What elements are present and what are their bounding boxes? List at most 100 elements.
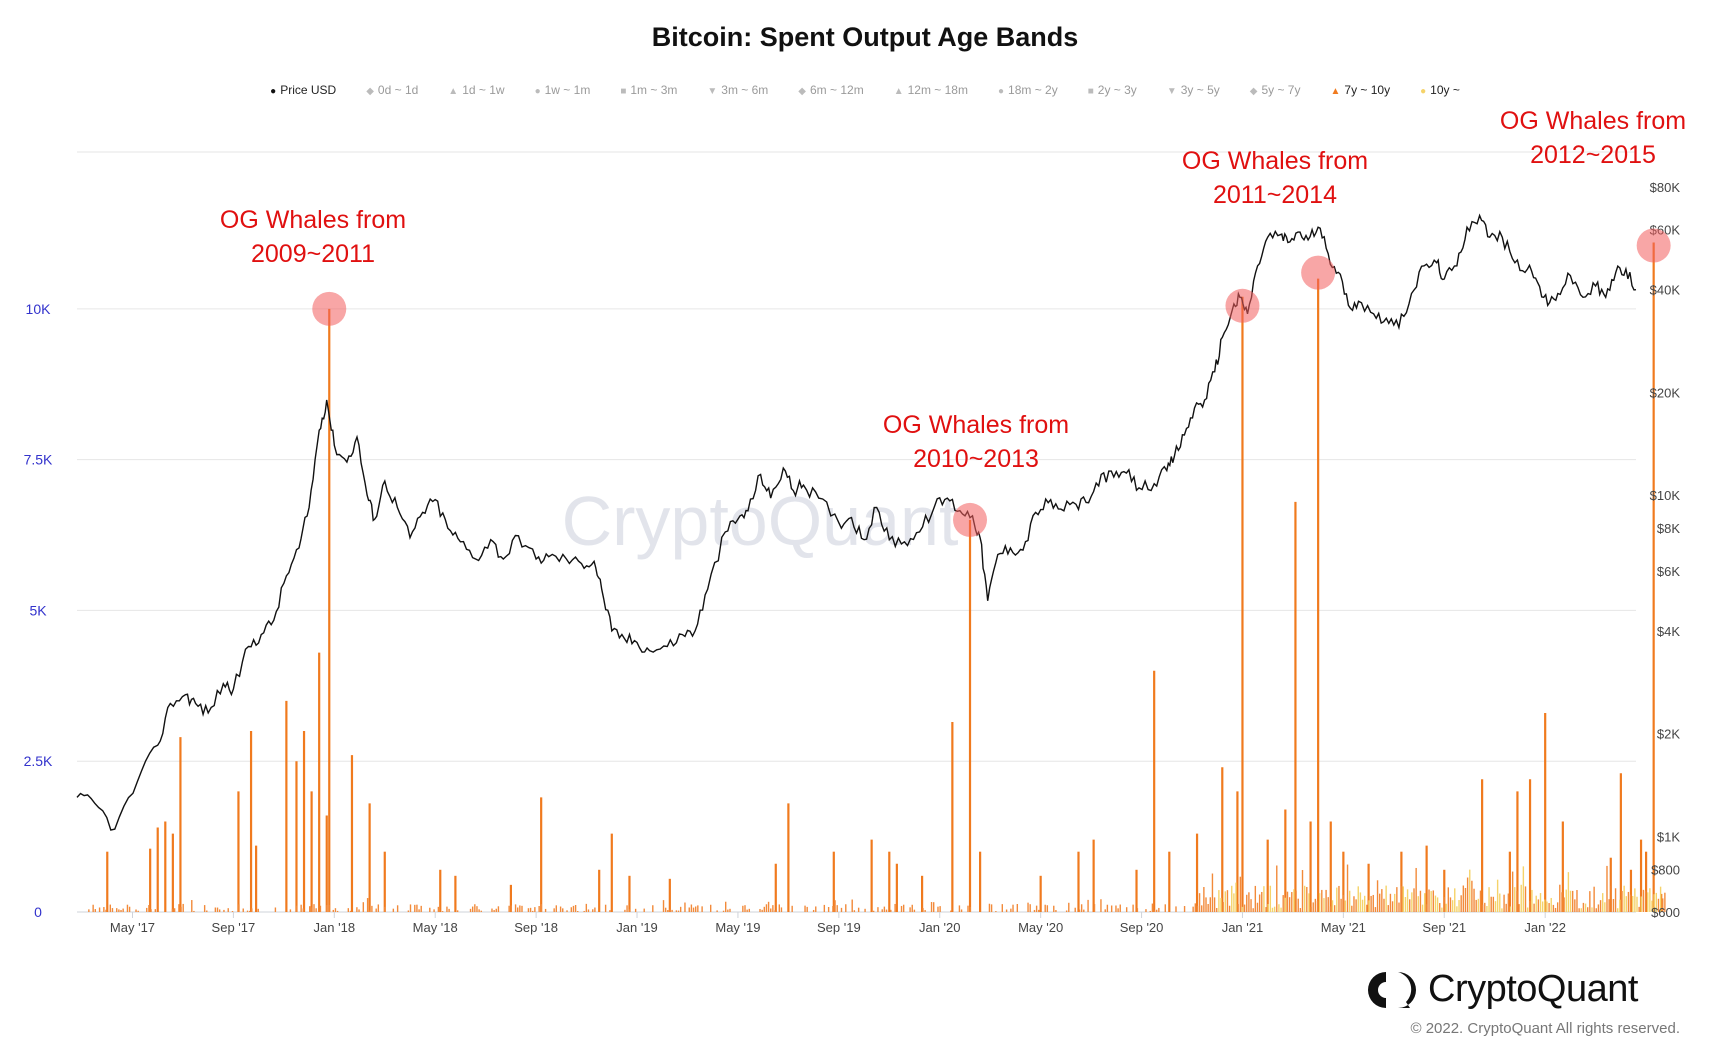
annotation-line2: 2010~2013 [913,445,1039,473]
legend-item[interactable]: ■ 1m ~ 3m [605,83,692,97]
legend-item[interactable]: ● 10y ~ [1405,83,1475,97]
price-usd-line [76,213,1637,831]
brand-name: CryptoQuant [1428,968,1638,1010]
y-left-tick-label: 2.5K [24,753,53,769]
annotation-circle [1301,255,1336,290]
x-tick-label: Sep '21 [1422,920,1466,935]
annotation-2009-2011: OG Whales from 2009~2011 [183,203,443,271]
x-tick-label: Sep '18 [514,920,558,935]
y-axis-right: $600$800$1K$2K$4K$6K$8K$10K$20K$40K$60K$… [1650,180,1681,920]
legend-item[interactable]: ■ 2y ~ 3y [1073,83,1152,97]
x-tick-label: May '18 [413,920,458,935]
legend-marker-icon: ▲ [448,86,459,97]
legend-label: 3m ~ 6m [721,83,769,97]
annotation-circle [312,291,347,326]
x-tick-label: Jan '18 [314,920,356,935]
legend-marker-icon: ◆ [366,86,374,97]
y-right-tick-label: $80K [1650,180,1681,195]
x-tick-label: Sep '17 [212,920,256,935]
chart-title: Bitcoin: Spent Output Age Bands [651,22,1079,52]
legend-marker-icon: ● [1420,86,1427,97]
y-right-tick-label: $2K [1657,727,1680,742]
legend-marker-icon: ■ [1087,86,1094,97]
legend-label: 10y ~ [1430,83,1460,97]
x-tick-label: Sep '20 [1120,920,1164,935]
y-right-tick-label: $800 [1651,862,1680,877]
y-right-tick-label: $8K [1657,521,1680,536]
legend-item[interactable]: ● 18m ~ 2y [983,83,1073,97]
annotation-2011-2014: OG Whales from 2011~2014 [1145,144,1405,212]
x-tick-label: May '21 [1321,920,1366,935]
legend-marker-icon: ● [534,86,541,97]
legend-marker-icon: ▲ [1330,86,1341,97]
series-7y-10y [106,242,1663,912]
copyright-text: © 2022. CryptoQuant All rights reserved. [1410,1020,1680,1037]
legend: ● Price USD ◆ 0d ~ 1d ▲ 1d ~ 1w ● 1w ~ 1m ■ 1m ~ … [0,83,1730,97]
legend-label: 1d ~ 1w [462,83,505,97]
legend-item[interactable]: ◆ 5y ~ 7y [1235,83,1316,97]
legend-marker-icon: ▲ [893,86,904,97]
legend-marker-icon: ◆ [1249,86,1258,97]
annotation-line2: 2009~2011 [251,240,375,268]
annotation-line2: 2011~2014 [1213,181,1337,209]
y-right-tick-label: $40K [1650,283,1681,298]
annotation-line1: OG Whales from [1181,147,1369,175]
legend-marker-icon: ■ [620,86,627,97]
annotation-line1: OG Whales from [882,411,1070,439]
grid-lines [77,151,1636,913]
y-right-tick-label: $4K [1657,624,1680,639]
annotation-circle [1636,228,1671,263]
legend-item[interactable]: ▲ 12m ~ 18m [879,83,983,97]
legend-marker-icon: ▼ [707,86,718,97]
legend-label: Price USD [280,83,337,97]
legend-item[interactable]: ● 1w ~ 1m [520,83,606,97]
annotation-2012-2015: OG Whales from 2012~2015 [1463,104,1723,172]
y-right-tick-label: $6K [1657,564,1680,579]
x-tick-label: Jan '22 [1524,920,1566,935]
annotation-circle [953,502,988,537]
y-axis-left: 0 2.5K 5K 7.5K 10K [24,301,53,920]
annotation-circles [312,228,1671,537]
legend-item[interactable]: ● Price USD [255,83,351,97]
legend-marker-icon: ◆ [798,86,806,97]
legend-item[interactable]: ▼ 3m ~ 6m [692,83,783,97]
x-axis: May '17 Sep '17 Jan '18 May '18 Sep '18 Jan '… [110,912,1566,935]
legend-label: 1w ~ 1m [544,83,591,97]
y-right-tick-label: $20K [1650,385,1681,400]
annotation-line1: OG Whales from [1499,107,1687,135]
legend-label: 5y ~ 7y [1261,83,1301,97]
annotation-circle [1225,288,1260,323]
x-tick-label: Jan '19 [616,920,658,935]
cryptoquant-logo-icon [1368,971,1416,1008]
annotation-line1: OG Whales from [219,206,407,234]
legend-label: 0d ~ 1d [377,83,419,97]
x-tick-label: Jan '21 [1222,920,1264,935]
x-tick-label: May '19 [715,920,760,935]
legend-marker-icon: ● [270,86,277,97]
cryptoquant-logo: CryptoQuant [1366,968,1638,1011]
legend-item[interactable]: ◆ 6m ~ 12m [783,83,878,97]
legend-label: 18m ~ 2y [1008,83,1058,97]
x-tick-label: May '20 [1018,920,1063,935]
y-left-tick-label: 5K [29,602,47,618]
legend-item[interactable]: ▲ 7y ~ 10y [1315,83,1405,97]
y-right-tick-label: $10K [1650,488,1681,503]
annotation-line2: 2012~2015 [1530,141,1656,169]
legend-item[interactable]: ▲ 1d ~ 1w [433,83,519,97]
legend-label: 7y ~ 10y [1344,83,1391,97]
x-tick-label: May '17 [110,920,155,935]
legend-label: 3y ~ 5y [1180,83,1220,97]
legend-item[interactable]: ▼ 3y ~ 5y [1152,83,1235,97]
legend-item[interactable]: ◆ 0d ~ 1d [351,83,433,97]
annotation-2010-2013: OG Whales from 2010~2013 [846,408,1106,476]
y-left-tick-label: 10K [26,301,52,317]
legend-label: 12m ~ 18m [907,83,968,97]
y-left-tick-label: 0 [34,904,42,920]
y-right-tick-label: $600 [1651,905,1680,920]
legend-marker-icon: ● [997,86,1005,97]
legend-marker-icon: ▼ [1166,86,1177,97]
legend-label: 6m ~ 12m [810,83,864,97]
watermark-text: CryptoQuant [562,482,959,560]
x-tick-label: Jan '20 [919,920,961,935]
